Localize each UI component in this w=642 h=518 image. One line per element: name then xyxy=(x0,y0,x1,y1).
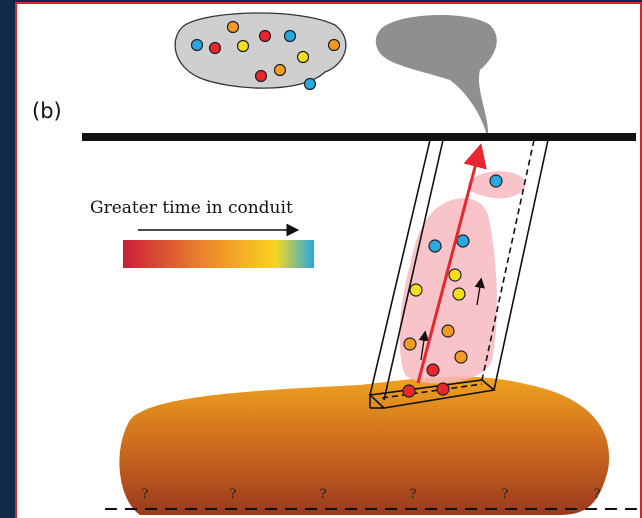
ground-surface xyxy=(82,133,636,141)
legend-label: Greater time in conduit xyxy=(90,198,293,218)
unknown-mark: ? xyxy=(230,487,237,502)
legend-gradient xyxy=(123,240,314,268)
unknown-mark: ? xyxy=(410,487,417,502)
unknown-mark: ? xyxy=(320,487,327,502)
diagram: (b) Greater time in conduit xyxy=(0,0,642,518)
unknown-mark: ? xyxy=(594,487,601,502)
unknown-mark: ? xyxy=(502,487,509,502)
panel-label: (b) xyxy=(32,99,62,123)
page: {"panel_label": "(b)", "legend": {"label… xyxy=(0,0,642,518)
unknown-mark: ? xyxy=(142,487,149,502)
